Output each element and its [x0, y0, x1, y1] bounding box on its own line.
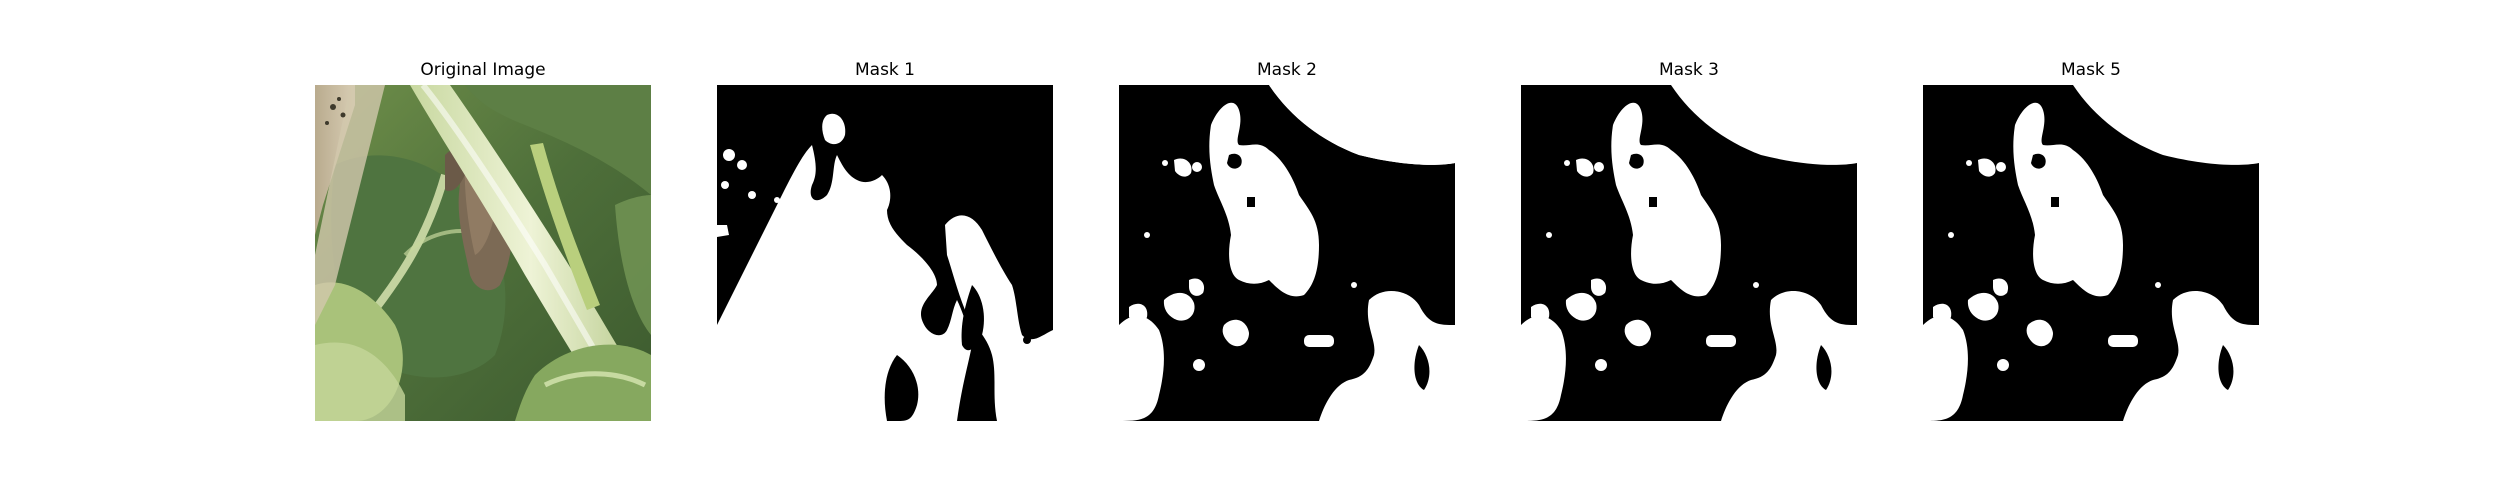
mask-5-panel: Mask 5 — [1923, 0, 2259, 500]
original-image-panel: Original Image — [315, 0, 651, 500]
mask-1-image — [717, 85, 1053, 421]
mask-1-panel: Mask 1 — [717, 0, 1053, 500]
panel-title: Mask 2 — [1256, 60, 1317, 80]
mask-2-image — [1119, 85, 1455, 421]
panel-title: Original Image — [420, 60, 546, 80]
mask-2-panel: Mask 2 — [1119, 0, 1455, 500]
mask-5-image — [1923, 85, 2259, 421]
mask-3-image — [1521, 85, 1857, 421]
panel-title: Mask 1 — [854, 60, 915, 80]
panel-title: Mask 5 — [2060, 60, 2121, 80]
panel-title: Mask 3 — [1658, 60, 1719, 80]
mask-3-panel: Mask 3 — [1521, 0, 1857, 500]
original-photo — [315, 85, 651, 421]
